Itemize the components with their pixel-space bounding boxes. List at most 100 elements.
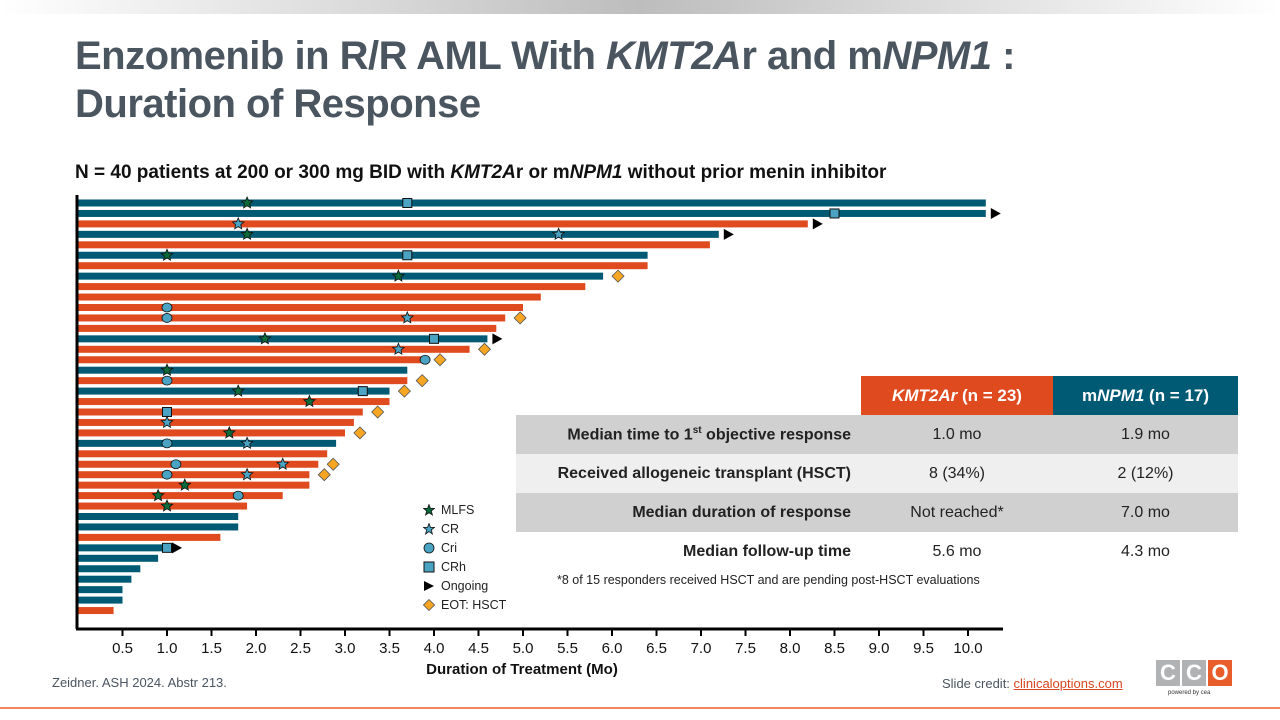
bar-mnpm1 [78,335,488,343]
bar-mnpm1 [78,544,167,552]
bar-kmt2ar [78,345,470,353]
legend-label: EOT: HSCT [441,597,507,612]
bar-kmt2ar [78,283,586,291]
eot-diamond-icon [423,598,435,611]
bar-kmt2ar [78,418,354,426]
logo-letter: C [1156,660,1180,686]
mlfs-marker [160,498,174,512]
table-header-mnpm1: mNPM1 (n = 17) [1053,376,1238,415]
logo-letter: O [1208,660,1232,686]
bar-kmt2ar [78,408,363,416]
x-tick-label: 7.5 [735,640,756,657]
title-text: : [991,34,1015,78]
x-tick-label: 1.5 [201,640,222,657]
eot-hsct-marker [513,311,527,325]
cri-marker [161,438,173,449]
mlfs-marker [231,384,245,397]
slide-credit: Slide credit: clinicaloptions.com [942,676,1123,691]
row-label: Median follow-up time [683,542,851,560]
legend-label: CRh [441,559,467,574]
bar-mnpm1 [78,554,159,562]
bar-kmt2ar [78,356,426,364]
x-tick-label: 5.5 [557,640,578,657]
x-tick-label: 7.0 [691,640,712,657]
cr-marker [231,216,245,230]
table-header-kmt2ar: KMT2Ar (n = 23) [861,376,1053,415]
cell-mnpm1: 7.0 mo [1121,503,1170,521]
cell-mnpm1: 4.3 mo [1121,542,1170,560]
legend-label: Cri [441,540,457,555]
subtitle-text: r or m [515,162,570,183]
bar-mnpm1 [78,596,123,604]
eot-hsct-marker [353,426,367,440]
cri-marker [161,302,173,313]
ongoing-marker [492,333,503,345]
bar-kmt2ar [78,314,506,322]
logo-letter: C [1182,660,1206,686]
header-gene: NPM1 [1097,385,1145,405]
mlfs-marker [160,363,174,376]
cell-mnpm1: 2 (12%) [1117,464,1174,482]
logo-subtitle: powered by cea [1168,690,1211,696]
legend-item-crh: CRh [423,557,506,576]
bar-kmt2ar [78,377,408,385]
mlfs-marker [258,331,272,345]
bar-mnpm1 [78,209,986,217]
bar-mnpm1 [78,272,604,280]
ongoing-marker [172,542,182,554]
chart-legend: MLFS CR Cri CRh Ongoing EOT: HSCT [423,500,506,614]
x-tick-label: 2.5 [290,640,311,657]
crh-marker [162,542,172,553]
bar-kmt2ar [78,262,648,270]
citation: Zeidner. ASH 2024. Abstr 213. [52,675,227,690]
bar-kmt2ar [78,481,310,489]
eot-hsct-marker [326,457,340,471]
x-tick-label: 3.5 [379,640,400,657]
table-row: Median duration of response Not reached*… [516,493,1238,532]
legend-item-cr: CR [423,519,506,538]
bar-kmt2ar [78,450,328,458]
bar-mnpm1 [78,513,239,520]
crh-marker [402,250,413,261]
table-header-row: KMT2Ar (n = 23) mNPM1 (n = 17) [516,376,1238,415]
bar-kmt2ar [78,471,310,479]
cri-marker [161,469,173,480]
summary-table: KMT2Ar (n = 23) mNPM1 (n = 17) Median ti… [516,376,1238,571]
ongoing-marker [812,218,823,230]
crh-marker [357,386,368,397]
eot-hsct-marker [397,384,411,398]
legend-label: CR [441,521,460,536]
cr-marker [551,227,566,241]
cco-logo: C C O [1156,660,1232,686]
title-gene-npm1: NPM1 [882,34,992,78]
cri-marker [170,459,182,470]
x-tick-label: 10.0 [953,640,982,657]
bar-mnpm1 [78,565,141,573]
x-tick-label: 9.0 [869,640,890,657]
bar-kmt2ar [78,324,497,332]
cell-kmt2ar: 1.0 mo [932,425,982,443]
mlfs-marker [240,227,254,241]
subtitle-gene-npm1: NPM1 [569,162,623,183]
x-tick-label: 1.0 [157,640,178,657]
top-gradient-bar [0,0,1280,14]
header-gene: KMT2Ar [892,385,958,405]
cri-marker [232,490,244,501]
credit-label: Slide credit: [942,676,1014,691]
eot-hsct-marker [433,353,447,367]
bar-kmt2ar [78,429,345,437]
bar-mnpm1 [78,575,132,583]
cr-marker [160,415,174,429]
cri-marker [161,313,173,323]
legend-item-ongoing: Ongoing [423,576,506,595]
title-text: r and m [741,34,883,78]
legend-label: Ongoing [441,578,489,593]
ongoing-marker [723,228,734,240]
header-n: (n = 23) [957,385,1022,405]
crh-marker [429,333,439,344]
bar-mnpm1 [78,523,239,531]
bar-mnpm1 [78,230,719,238]
x-tick-label: 8.5 [824,640,845,657]
credit-link[interactable]: clinicaloptions.com [1013,676,1123,691]
crh-marker [829,208,840,219]
